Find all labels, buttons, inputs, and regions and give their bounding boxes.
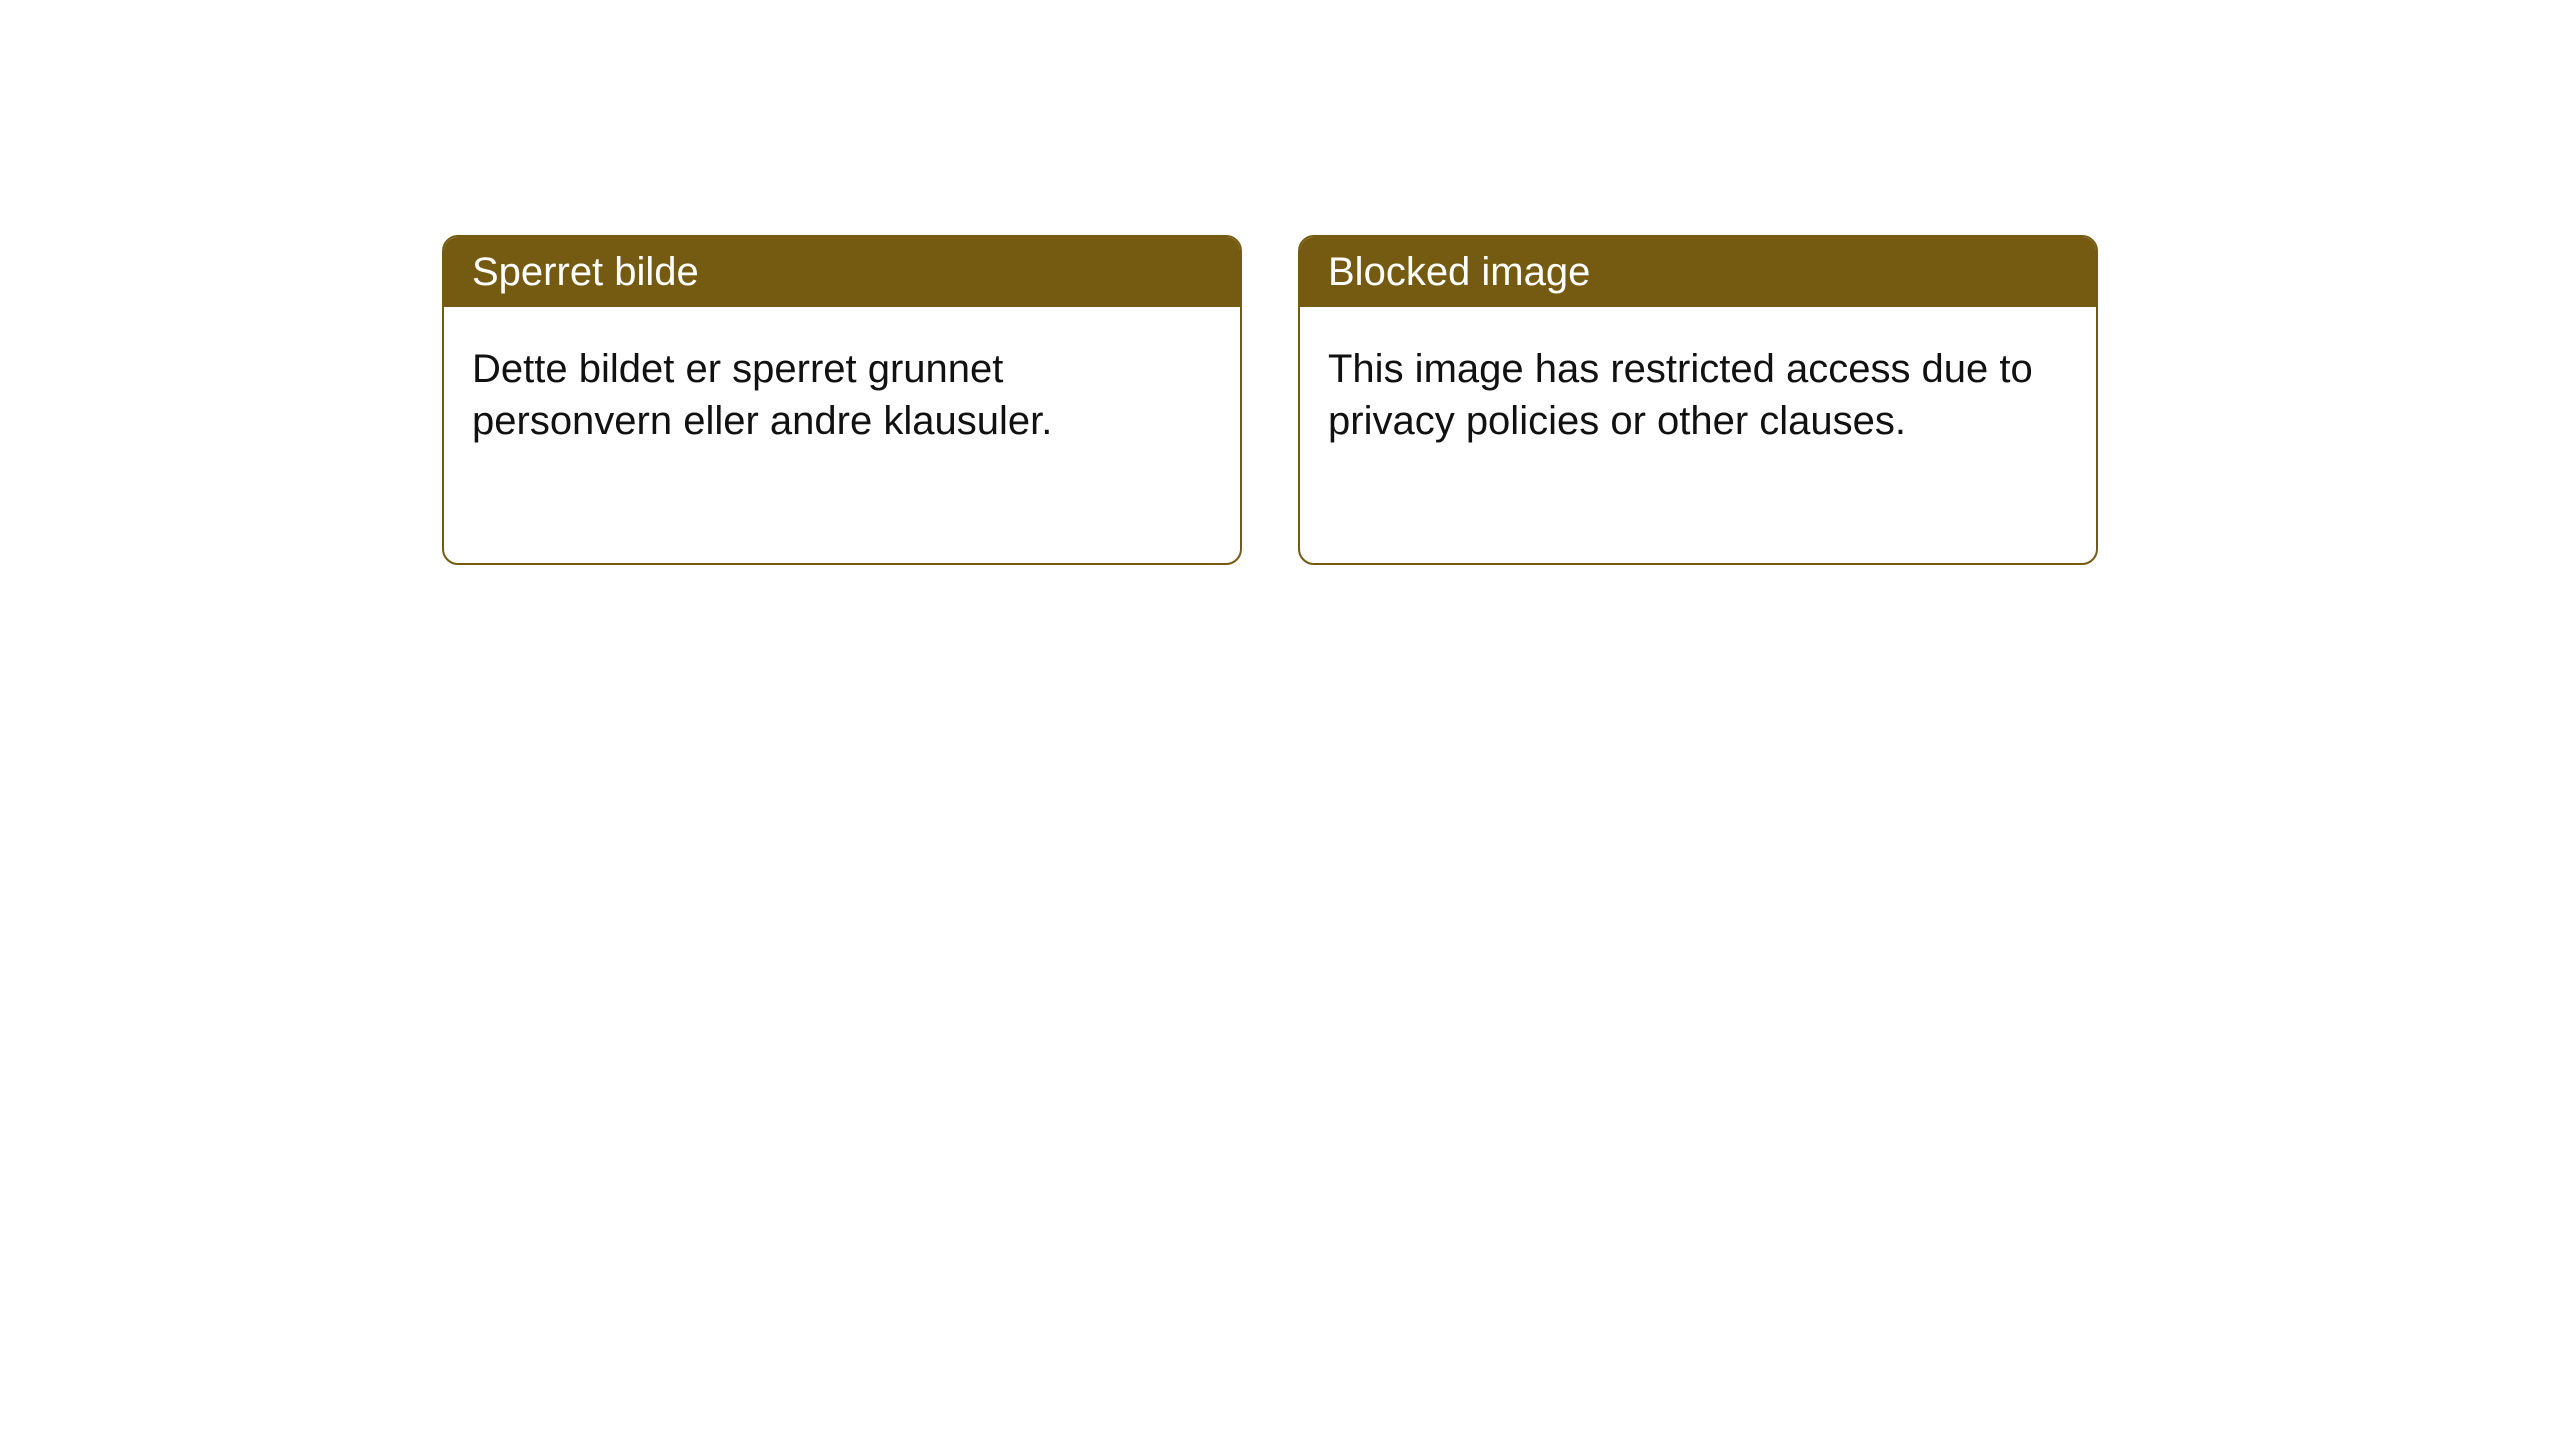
notice-card-title: Sperret bilde bbox=[444, 237, 1240, 307]
notice-card-en: Blocked image This image has restricted … bbox=[1298, 235, 2098, 565]
notice-card-no: Sperret bilde Dette bildet er sperret gr… bbox=[442, 235, 1242, 565]
notice-card-title: Blocked image bbox=[1300, 237, 2096, 307]
notice-card-body: Dette bildet er sperret grunnet personve… bbox=[444, 307, 1240, 483]
notice-cards-row: Sperret bilde Dette bildet er sperret gr… bbox=[442, 235, 2098, 565]
notice-card-body: This image has restricted access due to … bbox=[1300, 307, 2096, 483]
